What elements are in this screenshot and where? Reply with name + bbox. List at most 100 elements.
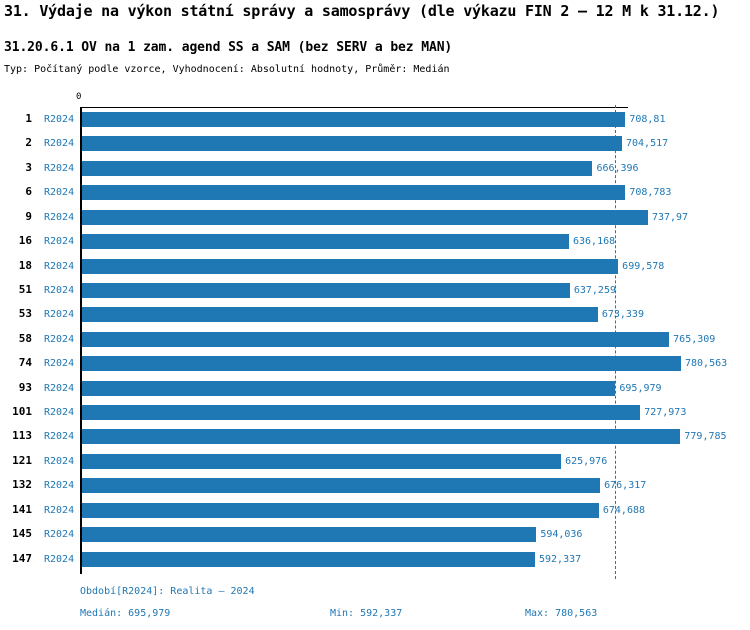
row-series-label: R2024 xyxy=(44,358,75,370)
bar[interactable] xyxy=(82,356,681,372)
chart-row: 9 R2024 737,97 xyxy=(0,208,750,232)
row-series-label: R2024 xyxy=(44,260,75,272)
row-index-label: 147 xyxy=(12,551,32,565)
bar[interactable] xyxy=(82,380,616,396)
row-index-label: 132 xyxy=(12,478,32,492)
chart-row: 51 R2024 637,259 xyxy=(0,281,750,305)
row-series-label: R2024 xyxy=(44,114,75,125)
bar[interactable] xyxy=(82,478,601,494)
bar[interactable] xyxy=(82,429,681,445)
bar[interactable] xyxy=(82,234,569,250)
bar-value-label: 737,97 xyxy=(651,211,689,223)
top-axis-line xyxy=(80,107,629,108)
chart-row: 145 R2024 594,036 xyxy=(0,525,750,549)
row-series-label: R2024 xyxy=(44,162,75,174)
bar-value-label: 625,976 xyxy=(565,455,608,467)
row-index-label: 74 xyxy=(18,356,32,370)
bar[interactable] xyxy=(82,502,599,518)
bar[interactable] xyxy=(82,185,626,201)
row-index-label: 101 xyxy=(12,405,32,419)
chart-row: 147 R2024 592,337 xyxy=(0,550,750,574)
row-index-label: 113 xyxy=(12,429,32,443)
bar-value-label: 699,578 xyxy=(622,260,665,272)
bar[interactable] xyxy=(82,331,670,347)
chart-row: 2 R2024 704,517 xyxy=(0,134,750,158)
row-index-label: 16 xyxy=(18,234,32,248)
bar[interactable] xyxy=(82,527,537,543)
row-index-label: 121 xyxy=(12,453,32,467)
bar-value-label: 779,785 xyxy=(684,431,727,443)
row-series-label: R2024 xyxy=(44,455,75,467)
bar-value-label: 708,783 xyxy=(629,187,672,199)
stat-min: Min: 592,337 xyxy=(330,608,403,619)
y-axis-line xyxy=(80,108,82,574)
row-index-label: 1 xyxy=(25,112,32,125)
row-series-label: R2024 xyxy=(44,382,75,394)
row-series-label: R2024 xyxy=(44,529,75,541)
bar-value-label: 704,517 xyxy=(626,138,669,150)
row-series-label: R2024 xyxy=(44,187,75,199)
chart-row: 132 R2024 676,317 xyxy=(0,476,750,500)
bar[interactable] xyxy=(82,136,622,152)
row-index-label: 145 xyxy=(12,527,32,541)
bar-value-label: 594,036 xyxy=(540,529,583,541)
row-series-label: R2024 xyxy=(44,333,75,345)
bar[interactable] xyxy=(82,307,598,323)
stat-median: Medián: 695,979 xyxy=(80,608,171,619)
row-index-label: 2 xyxy=(25,136,32,150)
row-index-label: 9 xyxy=(25,209,32,223)
axis-zero-label: 0 xyxy=(76,92,82,102)
chart-row: 121 R2024 625,976 xyxy=(0,452,750,476)
chart-row: 53 R2024 673,339 xyxy=(0,305,750,329)
row-index-label: 53 xyxy=(18,307,32,321)
bar-value-label: 708,81 xyxy=(629,114,666,125)
bar[interactable] xyxy=(82,282,570,298)
chart-options-line: Typ: Počítaný podle vzorce, Vyhodnocení:… xyxy=(4,64,450,75)
chart-row: 58 R2024 765,309 xyxy=(0,330,750,354)
bar-value-label: 727,973 xyxy=(644,407,687,419)
bar-value-label: 674,688 xyxy=(602,504,646,516)
bar[interactable] xyxy=(82,453,562,469)
chart-row: 6 R2024 708,783 xyxy=(0,183,750,207)
bar-value-label: 592,337 xyxy=(539,553,582,565)
bar[interactable] xyxy=(82,209,648,225)
row-series-label: R2024 xyxy=(44,236,75,248)
row-index-label: 18 xyxy=(18,258,32,272)
row-series-label: R2024 xyxy=(44,138,75,150)
chart-row: 3 R2024 666,396 xyxy=(0,159,750,183)
chart-row: 93 R2024 695,979 xyxy=(0,379,750,403)
bar-value-label: 636,168 xyxy=(572,236,616,248)
chart-row: 113 R2024 779,785 xyxy=(0,427,750,451)
bar[interactable] xyxy=(82,551,535,567)
chart-row: 18 R2024 699,578 xyxy=(0,257,750,281)
bar-value-label: 637,259 xyxy=(573,284,616,296)
row-series-label: R2024 xyxy=(44,284,75,296)
bar-value-label: 695,979 xyxy=(619,382,662,394)
row-series-label: R2024 xyxy=(44,504,75,516)
row-index-label: 141 xyxy=(12,502,32,516)
row-series-label: R2024 xyxy=(44,309,75,321)
row-index-label: 58 xyxy=(18,331,32,345)
chart-subtitle: 31.20.6.1 OV na 1 zam. agend SS a SAM (b… xyxy=(4,40,453,55)
row-index-label: 6 xyxy=(25,185,32,199)
bar[interactable] xyxy=(82,258,619,274)
row-index-label: 51 xyxy=(18,282,32,296)
bar-value-label: 673,339 xyxy=(601,309,644,321)
bar[interactable] xyxy=(82,112,626,127)
bar-value-label: 676,317 xyxy=(604,480,647,492)
bar[interactable] xyxy=(82,405,641,421)
bar-value-label: 666,396 xyxy=(596,162,639,174)
row-index-label: 3 xyxy=(25,160,32,174)
stat-max: Max: 780,563 xyxy=(525,608,598,619)
bar-value-label: 765,309 xyxy=(673,333,716,345)
row-series-label: R2024 xyxy=(44,407,75,419)
chart-row: 1 R2024 708,81 xyxy=(0,110,750,134)
row-series-label: R2024 xyxy=(44,431,75,443)
bar[interactable] xyxy=(82,160,593,176)
row-index-label: 93 xyxy=(18,380,32,394)
row-series-label: R2024 xyxy=(44,211,75,223)
chart-row: 101 R2024 727,973 xyxy=(0,403,750,427)
row-series-label: R2024 xyxy=(44,480,75,492)
